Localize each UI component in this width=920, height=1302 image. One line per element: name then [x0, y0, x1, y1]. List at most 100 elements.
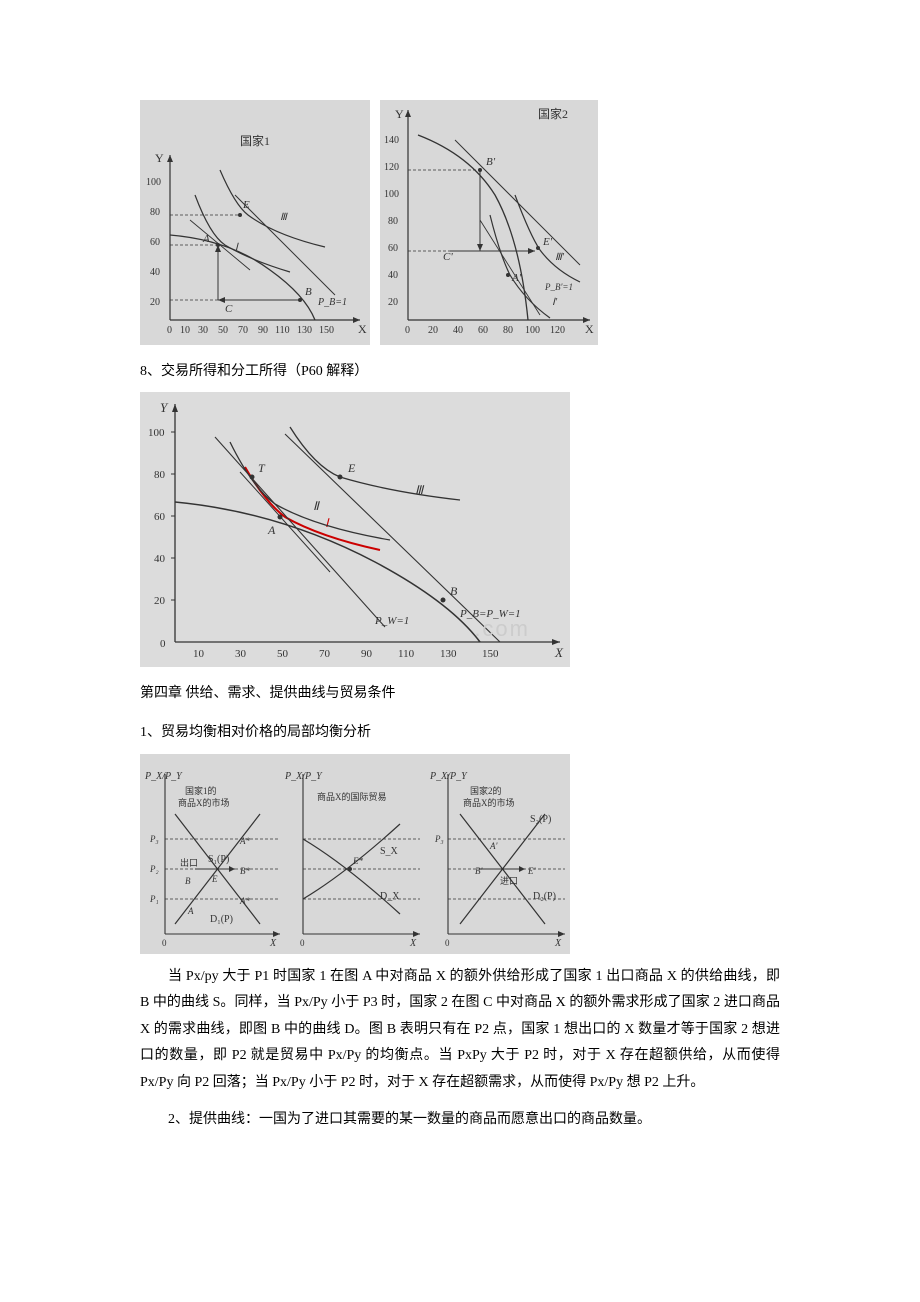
svg-text:10: 10	[193, 648, 205, 660]
svg-text:A': A'	[489, 841, 498, 851]
svg-text:X: X	[269, 938, 277, 949]
svg-text:P_X/P_Y: P_X/P_Y	[284, 771, 323, 782]
svg-text:40: 40	[150, 267, 160, 278]
paragraph-offer: 2、提供曲线：一国为了进口其需要的某一数量的商品而愿意出口的商品数量。	[140, 1107, 780, 1134]
svg-text:C: C	[225, 303, 233, 315]
heading-8: 8、交易所得和分工所得（P60 解释）	[140, 359, 780, 384]
paragraph-main: 当 Px/py 大于 P1 时国家 1 在图 A 中对商品 X 的额外供给形成了…	[140, 964, 780, 1097]
figure-2: Y X 0 20 40 60 80 100 10 30 50 70 90 110…	[140, 392, 570, 667]
svg-text:S_X: S_X	[380, 846, 399, 857]
svg-text:0: 0	[162, 938, 167, 948]
svg-text:150: 150	[319, 325, 334, 336]
svg-text:0: 0	[300, 938, 305, 948]
svg-text:B': B'	[475, 866, 483, 876]
page: Y X 20 40 60 80 100 0 10 30 50 70 90 110…	[0, 0, 920, 1302]
svg-text:B*: B*	[240, 866, 250, 876]
svg-text:D_X: D_X	[380, 891, 400, 902]
fig1-left-title: 国家1	[240, 133, 270, 148]
svg-text:B: B	[305, 286, 312, 298]
svg-text:P_B'=1: P_B'=1	[544, 282, 573, 292]
svg-text:90: 90	[361, 648, 373, 660]
svg-text:A*: A*	[239, 896, 250, 906]
heading-1-ch4: 1、贸易均衡相对价格的局部均衡分析	[140, 720, 780, 745]
svg-text:100: 100	[525, 325, 540, 336]
svg-text:X: X	[554, 938, 562, 949]
svg-text:80: 80	[154, 469, 166, 481]
svg-text:100: 100	[148, 427, 165, 439]
svg-text:80: 80	[388, 216, 398, 227]
svg-text:S₂(P): S₂(P)	[530, 814, 551, 825]
svg-text:P₃: P₃	[149, 834, 159, 844]
svg-text:60: 60	[150, 237, 160, 248]
svg-text:40: 40	[154, 553, 166, 565]
svg-text:0: 0	[167, 325, 172, 336]
svg-text:20: 20	[154, 595, 166, 607]
svg-text:A: A	[267, 523, 276, 537]
svg-text:Ⅰ': Ⅰ'	[552, 297, 558, 308]
svg-text:C': C'	[443, 251, 453, 263]
chapter-4-title: 第四章 供给、需求、提供曲线与贸易条件	[140, 681, 780, 706]
svg-text:20: 20	[150, 297, 160, 308]
svg-text:国家2的: 国家2的	[470, 785, 502, 796]
svg-text:A': A'	[511, 272, 522, 284]
svg-text:40: 40	[453, 325, 463, 336]
svg-text:110: 110	[398, 648, 415, 660]
svg-text:50: 50	[218, 325, 228, 336]
svg-text:90: 90	[258, 325, 268, 336]
svg-text:P_X/P_Y: P_X/P_Y	[429, 771, 468, 782]
svg-text:国家1的: 国家1的	[185, 785, 217, 796]
svg-text:100: 100	[384, 189, 399, 200]
svg-text:E: E	[242, 199, 250, 211]
svg-text:商品X的市场: 商品X的市场	[178, 797, 230, 808]
svg-text:X: X	[358, 322, 367, 336]
svg-text:B': B'	[486, 156, 496, 168]
svg-text:B: B	[185, 876, 191, 886]
svg-text:Ⅲ': Ⅲ'	[555, 252, 565, 263]
svg-text:E': E'	[527, 866, 536, 876]
svg-text:140: 140	[384, 135, 399, 146]
svg-text:130: 130	[440, 648, 457, 660]
svg-text:110: 110	[275, 325, 290, 336]
svg-text:20: 20	[428, 325, 438, 336]
svg-text:30: 30	[198, 325, 208, 336]
svg-text:Ⅲ: Ⅲ	[280, 212, 288, 223]
svg-text:20: 20	[388, 297, 398, 308]
svg-text:60: 60	[388, 243, 398, 254]
svg-text:P₂: P₂	[149, 864, 159, 874]
svg-text:进口: 进口	[500, 876, 518, 886]
svg-text:0: 0	[445, 938, 450, 948]
svg-text:A: A	[187, 906, 194, 916]
svg-text:10: 10	[180, 325, 190, 336]
svg-text:E: E	[211, 874, 218, 884]
svg-text:70: 70	[319, 648, 331, 660]
svg-text:80: 80	[503, 325, 513, 336]
svg-text:商品X的国际贸易: 商品X的国际贸易	[317, 791, 387, 802]
svg-text:60: 60	[154, 511, 166, 523]
svg-text:130: 130	[297, 325, 312, 336]
svg-text:E': E'	[542, 236, 553, 248]
svg-text:40: 40	[388, 270, 398, 281]
svg-text:B: B	[450, 584, 458, 598]
svg-text:D₁(P): D₁(P)	[210, 914, 233, 925]
svg-text:120: 120	[384, 162, 399, 173]
svg-text:0: 0	[405, 325, 410, 336]
svg-text:X: X	[554, 645, 564, 660]
watermark: .com	[474, 616, 530, 642]
svg-text:30: 30	[235, 648, 247, 660]
svg-text:Y: Y	[155, 151, 164, 165]
svg-text:A*: A*	[239, 836, 250, 846]
svg-text:50: 50	[277, 648, 289, 660]
svg-text:P_B=1: P_B=1	[317, 297, 347, 308]
svg-text:80: 80	[150, 207, 160, 218]
svg-text:出口: 出口	[180, 857, 198, 868]
svg-text:70: 70	[238, 325, 248, 336]
svg-text:S₁(P): S₁(P)	[208, 854, 229, 865]
svg-text:0: 0	[160, 638, 166, 650]
svg-text:Y: Y	[395, 107, 404, 121]
svg-text:P₁: P₁	[149, 894, 159, 904]
svg-text:X: X	[409, 938, 417, 949]
figure-1-left: Y X 20 40 60 80 100 0 10 30 50 70 90 110…	[140, 100, 370, 345]
svg-text:D₂(P): D₂(P)	[533, 891, 556, 902]
svg-text:E: E	[347, 461, 356, 475]
para-main-text: 当 Px/py 大于 P1 时国家 1 在图 A 中对商品 X 的额外供给形成了…	[140, 969, 780, 1090]
